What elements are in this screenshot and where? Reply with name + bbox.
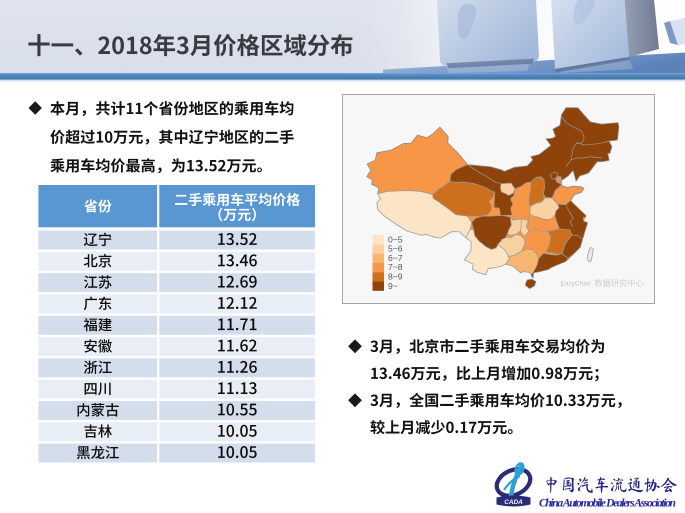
svg-text:8~9: 8~9 [388,272,403,282]
svg-text:9~: 9~ [388,281,398,291]
svg-text:EazyChart: EazyChart [561,281,592,288]
svg-text:7~8: 7~8 [388,262,403,272]
svg-text:0~5: 0~5 [388,234,403,244]
svg-text:CADA: CADA [504,499,523,506]
svg-text:China Automobile Dealers Assoc: China Automobile Dealers Association [539,497,676,510]
svg-text:5~6: 5~6 [388,244,403,254]
svg-text:6~7: 6~7 [388,253,403,263]
